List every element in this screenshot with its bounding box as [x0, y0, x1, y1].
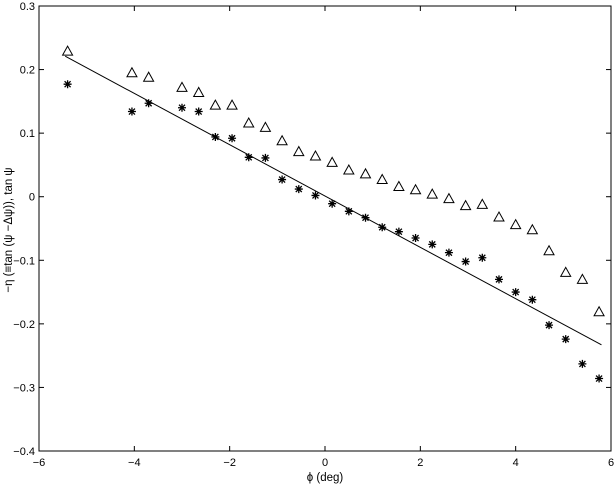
- star-point: [294, 185, 303, 194]
- triangle-point: [292, 145, 305, 157]
- y-tick-label: 0.2: [20, 65, 35, 77]
- x-tick-label: 2: [417, 457, 423, 469]
- triangle-point: [142, 71, 155, 82]
- triangle-point: [426, 188, 439, 199]
- star-point: [63, 80, 72, 89]
- star-point: [545, 321, 554, 330]
- x-axis-label: ϕ (deg): [307, 472, 344, 484]
- star-point: [194, 107, 203, 116]
- x-tick-label: 4: [513, 457, 519, 469]
- triangle-point: [276, 134, 288, 146]
- y-tick-label: 0.1: [20, 128, 35, 140]
- star-point: [344, 207, 353, 216]
- triangle-point: [126, 66, 138, 78]
- triangle-point: [559, 266, 572, 277]
- triangle-point: [576, 273, 589, 284]
- triangle-point: [226, 99, 238, 110]
- star-point: [528, 295, 537, 304]
- star-point: [178, 103, 186, 112]
- fit-line: [64, 55, 602, 346]
- star-point: [328, 199, 337, 208]
- star-point: [127, 107, 136, 116]
- triangle-point: [443, 192, 455, 204]
- star-point: [478, 253, 487, 262]
- y-tick-label: −0.3: [13, 382, 35, 394]
- y-tick-label: 0: [29, 192, 35, 204]
- triangle-point: [209, 99, 222, 110]
- star-point: [244, 153, 253, 162]
- star-point: [511, 288, 520, 297]
- star-point: [595, 374, 604, 383]
- triangle-point: [409, 183, 422, 195]
- triangle-point: [176, 81, 188, 92]
- x-tick-label: −4: [128, 457, 141, 469]
- triangle-point: [61, 45, 74, 56]
- triangle-point: [259, 121, 272, 132]
- star-point: [494, 275, 503, 284]
- y-tick-label: −0.1: [13, 255, 35, 267]
- star-point: [444, 248, 453, 257]
- y-tick-label: −0.4: [13, 446, 35, 458]
- star-point: [228, 134, 237, 143]
- triangle-point: [509, 218, 522, 230]
- star-point: [278, 175, 287, 184]
- triangle-point: [326, 156, 338, 167]
- x-tick-label: −6: [33, 457, 46, 469]
- triangle-point: [359, 167, 372, 179]
- y-axis-label: −η (≡tan (ψ −Δψ)), tan ψ: [3, 167, 15, 292]
- triangle-point: [342, 163, 355, 175]
- star-point: [261, 153, 270, 162]
- triangle-point: [309, 149, 322, 161]
- star-point: [578, 359, 587, 368]
- triangle-point: [593, 305, 605, 317]
- star-point: [461, 257, 470, 266]
- triangle-point: [393, 180, 405, 192]
- x-tick-label: 6: [608, 457, 614, 469]
- triangle-point: [476, 198, 489, 209]
- star-point: [394, 227, 403, 236]
- y-tick-label: −0.2: [13, 319, 35, 331]
- triangle-point: [192, 86, 205, 97]
- star-point: [561, 335, 570, 344]
- star-point: [428, 240, 437, 249]
- triangle-point: [493, 211, 505, 222]
- star-point: [411, 234, 420, 243]
- triangle-point: [459, 199, 472, 211]
- triangle-point: [376, 173, 389, 185]
- plot-frame: [38, 5, 612, 452]
- star-point: [311, 191, 320, 200]
- y-tick-label: 0.3: [20, 1, 35, 13]
- x-tick-label: −2: [223, 457, 236, 469]
- triangle-point: [526, 223, 539, 235]
- x-tick-label: 0: [322, 457, 328, 469]
- triangle-point: [242, 116, 255, 128]
- star-point: [144, 99, 153, 108]
- triangle-point: [543, 244, 555, 256]
